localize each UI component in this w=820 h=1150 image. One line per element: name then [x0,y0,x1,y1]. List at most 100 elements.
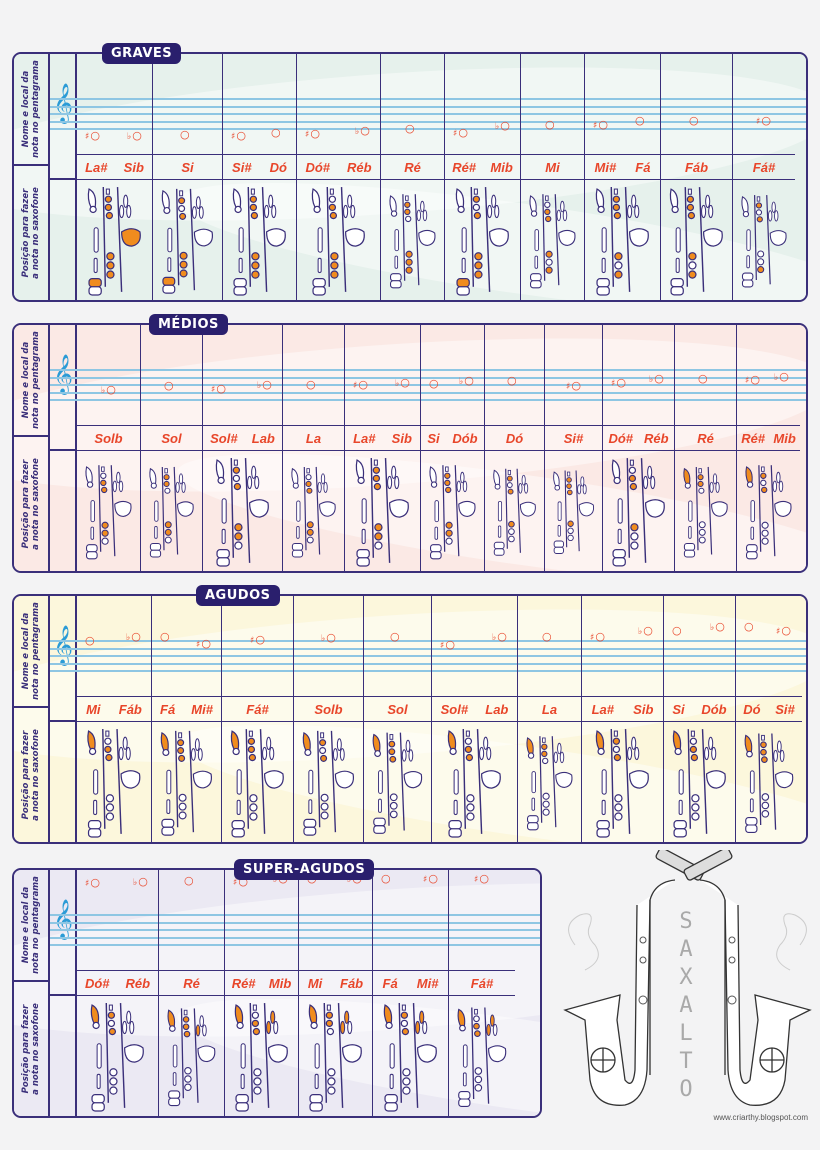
section-graves: GRAVES Nome e local da nota no pentagrama P… [12,43,808,302]
note-name: Lab [485,701,509,717]
staff-note: ♭○ [355,124,370,137]
note-name: Dó# [608,430,634,446]
clef-cell: 𝄞 [50,54,77,180]
whole-note-icon: ○ [360,124,370,137]
note-name: Fá# [246,701,269,717]
staff-side-label-cell: Nome e local da nota no pentagrama [14,596,50,708]
note-name: Sol# [440,701,469,717]
section-agudos: AGUDOS Nome e local da nota no pentagrama P… [12,585,808,844]
staff-note: ♯○ [85,129,100,142]
accidental-icon: ♯ [196,640,201,650]
accidental-icon: ♯ [590,633,595,643]
staff-note: ○ [271,126,281,139]
note-name-row: Fá# [449,970,515,996]
fingering-diagram [551,456,598,568]
note-name: Mib [268,975,292,991]
staff-note: ♭○ [495,119,510,132]
accidental-icon: ♯ [745,376,750,386]
clef-spacer [50,451,77,571]
note-name: Ré# [741,430,766,446]
staff-line [50,128,806,130]
fingering-diagram [491,456,540,568]
section-medios: MÉDIOS Nome e local da nota no pentagrama P… [12,314,808,573]
staff-note: ♭○ [321,631,336,644]
fingering-side-label-cell: Posição para fazer a nota no saxofone [14,437,50,571]
staff-line [50,98,806,100]
note-name: Dó# [305,159,331,175]
whole-note-icon: ○ [164,379,174,392]
note-name: Fá# [470,975,494,991]
fingering-diagram [83,185,148,297]
fingering-diagram [83,727,147,839]
whole-note-icon: ○ [689,114,699,127]
whole-note-icon: ○ [761,114,771,127]
fingering-side-label-cell: Posição para fazer a nota no saxofone [14,982,50,1116]
note-name-row: Solb [294,696,363,722]
staff-line [50,120,806,123]
section-title: AGUDOS [196,585,280,606]
fingering-diagram [165,1001,220,1113]
note-name: La# [353,430,376,446]
note-column: ○ Ré [381,54,445,300]
accidental-icon: ♯ [593,121,598,131]
note-name: Fá [160,701,176,717]
fingering-diagram [303,185,376,297]
note-name: Dó [269,159,287,175]
note-column: ♯○ ♭○ Dó# Réb [297,54,381,300]
accidental-icon: ♯ [305,130,310,140]
whole-note-icon: ○ [238,875,248,888]
note-name: Fá [382,975,398,991]
note-name: Réb [643,430,669,446]
note-column: ○ ♯○ Dó Si# [736,596,802,842]
staff-line [50,929,540,931]
staff-note: ○ [744,620,754,633]
note-name-row: Mi Fáb [77,696,151,722]
accidental-icon: ♭ [495,122,500,132]
note-name: Mi [86,701,101,717]
staff-line [50,647,806,650]
staff-note: ♯○ [590,630,605,643]
note-name: Ré [404,159,421,175]
staff-note: ♯○ [776,624,791,637]
fingering-side-label: Posição para fazer a nota no saxofone [21,187,41,279]
note-name: Réb [346,159,372,175]
note-name-row: Fá Mi# [152,696,221,722]
whole-note-icon: ○ [310,127,320,140]
note-name: Si# [232,159,252,175]
treble-clef-icon: 𝄞 [53,354,74,394]
note-name: La# [85,159,108,175]
note-name: Fáb [340,975,364,991]
clef-spacer [50,996,77,1116]
note-name-row: La# Sib [582,696,663,722]
note-name-row: La [283,425,344,451]
staff-side-label-cell: Nome e local da nota no pentagrama [14,870,50,982]
staff-side-label: Nome e local da nota no pentagrama [21,876,41,974]
note-column: ○ Ré [675,325,737,571]
fingering-diagram [228,727,289,839]
staff-line [50,655,806,657]
note-name: Mi [307,975,323,991]
staff-note: ♯○ [756,114,771,127]
fingering-diagram [305,1001,368,1113]
note-name-row: Ré [381,154,444,180]
accidental-icon: ♯ [250,636,255,646]
note-name-row: Dó# Réb [603,425,674,451]
staff-note: ○ [180,128,190,141]
staff-note: ♭○ [127,129,142,142]
clef-cell: 𝄞 [50,596,77,722]
note-name: Si [427,430,440,446]
accidental-icon: ♭ [126,633,131,643]
accidental-icon: ♭ [127,132,132,142]
note-name-row: Si [153,154,222,180]
fingering-side-label: Posição para fazer a nota no saxofone [21,1003,41,1095]
note-name: La [541,701,558,717]
whole-note-icon: ○ [138,875,148,888]
section-title: MÉDIOS [149,314,228,335]
note-column: ♯○ ○ Si# Dó [223,54,297,300]
fingering-diagram [739,185,791,297]
staff-line [50,105,806,108]
